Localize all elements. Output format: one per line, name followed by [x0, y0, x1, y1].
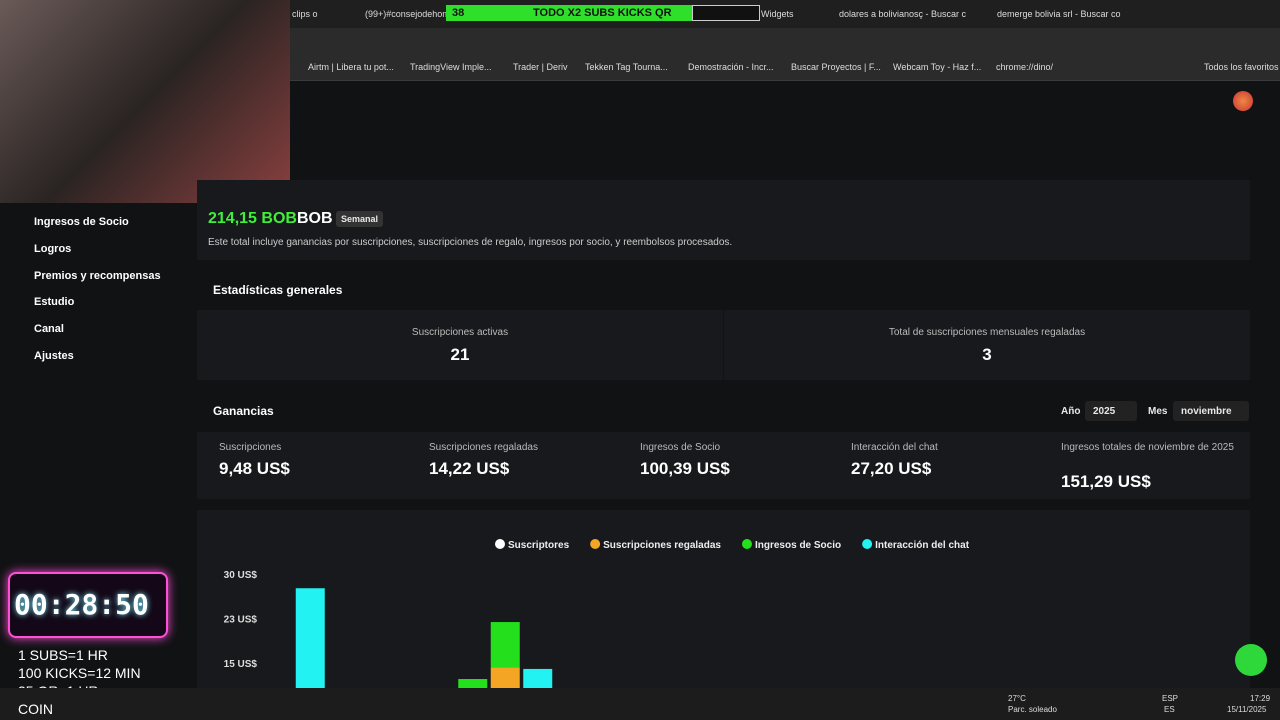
tab[interactable]: dolares a bolivianosç - Buscar c — [839, 9, 967, 19]
earning-label: Suscripciones — [219, 442, 282, 453]
timer-box — [8, 572, 168, 638]
earning-label: Interacción del chat — [851, 442, 938, 453]
sidebar-item[interactable]: Canal — [34, 323, 64, 335]
weather-temp: 27°C — [1008, 694, 1026, 703]
rule: 1 SUBS=1 HR — [18, 647, 108, 663]
tab[interactable]: (99+)#consejodehomb — [365, 9, 455, 19]
all-bookmarks[interactable]: Todos los favoritos — [1204, 62, 1279, 72]
month-label: Mes — [1148, 406, 1168, 417]
clock-date: 15/11/2025 — [1227, 705, 1267, 714]
timer: 00:28:50 — [14, 588, 149, 621]
bookmark[interactable]: Trader | Deriv — [513, 62, 568, 72]
sidebar-item[interactable]: Premios y recompensas — [34, 270, 161, 282]
goal-bar-rest — [692, 5, 760, 21]
taskbar — [0, 688, 1280, 720]
summary-note: Este total incluye ganancias por suscrip… — [208, 237, 733, 248]
legend-label: Suscripciones regaladas — [603, 540, 721, 551]
bar — [523, 668, 553, 688]
earning-value: 100,39 US$ — [640, 459, 730, 478]
earning-value: 27,20 US$ — [851, 459, 932, 478]
stat-card — [197, 310, 723, 380]
section-title: Estadísticas generales — [213, 283, 343, 297]
bookmark[interactable]: Demostración - Incr... — [688, 62, 774, 72]
section-title: Ganancias — [213, 404, 274, 418]
summary-currency: BOB — [297, 210, 333, 227]
period-badge: Semanal — [336, 211, 384, 227]
chart: 15 US$ 23 US$ 30 US$ Suscriptores Suscripcio… — [224, 539, 970, 688]
month-select[interactable] — [1173, 401, 1249, 421]
bar — [490, 667, 520, 688]
y-tick-label: 30 US$ — [224, 570, 258, 581]
goal-text: TODO X2 SUBS KICKS QR — [533, 7, 672, 19]
year-value: 2025 — [1093, 406, 1116, 417]
earning-value: 9,48 US$ — [219, 459, 290, 478]
bookmark[interactable]: Buscar Proyectos | F... — [791, 62, 881, 72]
stat-label: Total de suscripciones mensuales regalad… — [888, 327, 1086, 338]
goal-count: 38 — [452, 7, 465, 19]
bookmark[interactable]: chrome://dino/ — [996, 62, 1054, 72]
legend-label: Suscriptores — [508, 540, 570, 551]
earning-value: 151,29 US$ — [1061, 472, 1151, 491]
tab[interactable]: demerge bolivia srl - Buscar co — [997, 9, 1121, 19]
bookmark[interactable]: Airtm | Libera tu pot... — [308, 62, 394, 72]
avatar[interactable] — [1233, 91, 1253, 111]
help-button[interactable] — [1235, 644, 1267, 676]
legend-label: Ingresos de Socio — [755, 540, 841, 551]
stat-label: Suscripciones activas — [411, 327, 509, 338]
goal-bar — [446, 5, 692, 21]
webcam-overlay — [0, 0, 290, 203]
sidebar-item[interactable]: Ajustes — [34, 350, 74, 362]
clock-time: 17:29 — [1250, 694, 1271, 703]
y-tick-label: 15 US$ — [224, 659, 258, 670]
legend-swatch — [741, 539, 752, 549]
earnings-cards — [197, 432, 1250, 499]
bookmark[interactable]: Webcam Toy - Haz f... — [893, 62, 982, 72]
month-value: noviembre — [1181, 406, 1232, 417]
legend-swatch — [862, 539, 873, 549]
y-tick-label: 23 US$ — [224, 615, 258, 626]
sidebar-item[interactable]: Ingresos de Socio — [34, 216, 129, 228]
bar — [490, 622, 520, 668]
earning-label: Ingresos de Socio — [640, 442, 721, 453]
earning-label: Ingresos totales de noviembre de 2025 — [1061, 442, 1234, 453]
stat-value: 21 — [450, 345, 470, 364]
sidebar-item[interactable]: Estudio — [34, 296, 75, 308]
legend-label: Interacción del chat — [875, 540, 970, 551]
bookmark[interactable]: Tekken Tag Tourna... — [585, 62, 668, 72]
chart-panel — [197, 510, 1250, 688]
year-label: Año — [1061, 406, 1081, 417]
legend-swatch — [590, 539, 601, 549]
stat-value: 3 — [982, 345, 992, 364]
weather-text: Parc. soleado — [1008, 705, 1057, 714]
earning-label: Suscripciones regaladas — [429, 442, 538, 453]
year-select[interactable] — [1085, 401, 1137, 421]
stat-card — [724, 310, 1250, 380]
language: ESP — [1162, 694, 1179, 703]
summary-amount: 214,15 BOB — [208, 210, 297, 227]
tab[interactable]: clips o — [292, 9, 318, 19]
bar — [295, 588, 325, 688]
rule: 100 KICKS=12 MIN — [18, 665, 141, 681]
sidebar-item[interactable]: Logros — [34, 243, 72, 255]
region: ES — [1164, 705, 1175, 714]
coin-text: COIN — [18, 701, 53, 717]
bookmark[interactable]: TradingView Imple... — [410, 62, 492, 72]
earning-value: 14,22 US$ — [429, 459, 510, 478]
bar — [458, 679, 488, 688]
legend-swatch — [495, 539, 505, 549]
